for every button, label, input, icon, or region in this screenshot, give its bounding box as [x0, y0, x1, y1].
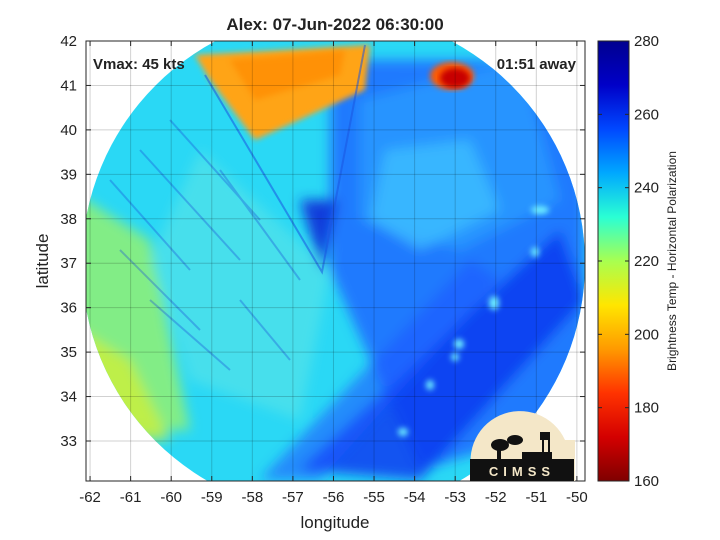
region-east-patch — [370, 140, 500, 250]
streak — [109, 179, 191, 271]
cell — [454, 339, 464, 349]
colorbar — [597, 40, 630, 482]
logo-dish-left — [491, 439, 509, 451]
region-wedge-cold — [300, 200, 338, 272]
streak — [239, 299, 291, 361]
streak — [119, 249, 201, 331]
swath-seam — [204, 44, 366, 275]
y-tick-label: 33 — [60, 433, 77, 450]
colorbar-tick-label: 200 — [634, 326, 659, 343]
colorbar-tick-label: 260 — [634, 106, 659, 123]
streak — [139, 149, 241, 261]
convective-cells — [398, 206, 549, 436]
colorbar-tick-label: 240 — [634, 180, 659, 197]
x-tick-label: -55 — [363, 489, 385, 506]
colorbar-tick-label: 280 — [634, 33, 659, 50]
y-axis: 33 34 35 36 37 38 39 40 41 42 — [60, 33, 585, 450]
logo-banner — [470, 459, 574, 481]
cell — [531, 206, 549, 214]
x-axis: -62 -61 -60 -59 -58 -57 -56 -55 -54 -53 -52 -51 -50 — [79, 41, 588, 506]
grid — [86, 40, 585, 481]
region-central — [150, 150, 330, 420]
y-tick-label: 41 — [60, 77, 77, 94]
y-tick-label: 39 — [60, 166, 77, 183]
x-tick-label: -59 — [201, 489, 223, 506]
x-axis-label: longitude — [300, 513, 369, 532]
colorbar-tick-label: 220 — [634, 253, 659, 270]
x-tick-label: -56 — [323, 489, 345, 506]
colorbar-label: Brightness Temp - Horizontal Polarizatio… — [665, 151, 679, 371]
x-tick-label: -61 — [120, 489, 142, 506]
cell — [489, 296, 499, 310]
x-tick-label: -51 — [525, 489, 547, 506]
streak — [149, 299, 231, 371]
logo-tower-leg — [548, 440, 550, 460]
cimss-logo: CIMSS — [470, 411, 575, 481]
x-tick-label: -60 — [160, 489, 182, 506]
swath-disk — [86, 41, 585, 481]
time-offset-annotation: 01:51 away — [497, 56, 577, 73]
logo-tower-top — [540, 432, 550, 440]
y-tick-label: 34 — [60, 389, 77, 406]
y-tick-label: 38 — [60, 211, 77, 228]
y-tick-label: 40 — [60, 122, 77, 139]
logo-dish-stand — [497, 449, 501, 459]
colorbar-tick-label: 180 — [634, 400, 659, 417]
x-tick-label: -50 — [566, 489, 588, 506]
logo-tower-leg — [542, 440, 544, 460]
x-tick-label: -52 — [485, 489, 507, 506]
swath-field — [86, 60, 585, 480]
region-northwest-strip-core — [230, 50, 345, 100]
chart-title: Alex: 07-Jun-2022 06:30:00 — [226, 15, 443, 34]
colorbar-tick-label: 160 — [634, 473, 659, 490]
x-tick-label: -53 — [444, 489, 466, 506]
cell — [451, 353, 459, 361]
logo-dish-right — [507, 435, 523, 445]
y-tick-label: 42 — [60, 33, 77, 50]
logo-text: CIMSS — [489, 464, 555, 479]
region-south-band — [260, 260, 500, 480]
plot-frame — [85, 40, 586, 482]
streak — [219, 169, 301, 281]
x-tick-label: -54 — [404, 489, 426, 506]
cell — [398, 428, 408, 436]
logo-silhouette — [470, 432, 574, 481]
y-tick-label: 37 — [60, 255, 77, 272]
y-tick-label: 36 — [60, 300, 77, 317]
x-tick-label: -58 — [241, 489, 263, 506]
streak — [169, 119, 261, 221]
vmax-annotation: Vmax: 45 kts — [93, 56, 185, 73]
colorbar-ticks: 160 180 200 220 240 260 280 — [598, 33, 659, 490]
cell — [426, 380, 434, 390]
x-tick-label: -62 — [79, 489, 101, 506]
x-tick-label: -57 — [282, 489, 304, 506]
logo-building — [522, 452, 552, 461]
streak-texture — [109, 119, 301, 371]
y-axis-label: latitude — [33, 234, 52, 289]
cell — [531, 247, 539, 257]
y-tick-label: 35 — [60, 344, 77, 361]
swath-layer — [86, 41, 585, 481]
region-northeast-cold-spot — [440, 68, 470, 88]
